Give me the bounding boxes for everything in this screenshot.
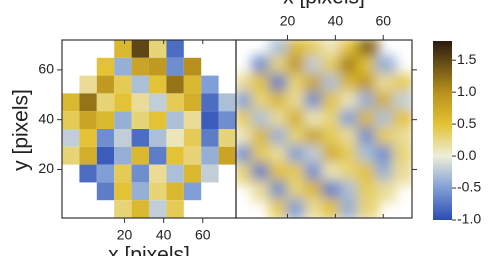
heatmap-cell <box>149 165 166 183</box>
heatmap-cell <box>62 129 79 147</box>
heatmap-cell <box>132 129 149 147</box>
heatmap-cell <box>132 165 149 183</box>
heatmap-cell <box>166 58 183 76</box>
heatmap-cell <box>219 147 236 165</box>
heatmap-cell <box>97 58 114 76</box>
heatmap-cell <box>97 93 114 111</box>
heatmap-cell <box>149 129 166 147</box>
heatmap-cell <box>114 182 131 200</box>
heatmap-cell <box>132 40 149 58</box>
heatmap-cell <box>114 111 131 129</box>
y-tick-label: 20 <box>38 160 54 176</box>
heatmap-cell <box>166 76 183 94</box>
heatmap-cell <box>114 147 131 165</box>
heatmap-cell <box>166 200 183 218</box>
heatmap-cell <box>149 111 166 129</box>
heatmap-cell <box>166 40 183 58</box>
heatmap-cell <box>201 93 218 111</box>
heatmap-cell <box>184 76 201 94</box>
heatmap-cell <box>166 147 183 165</box>
heatmap-cell <box>201 76 218 94</box>
x-tick-label: 60 <box>375 13 391 29</box>
heatmap-cell <box>97 76 114 94</box>
heatmap-cell <box>149 147 166 165</box>
colorbar-tick-label: 0.0 <box>457 147 477 163</box>
heatmap-cell <box>114 200 131 218</box>
x-tick-label: 20 <box>117 227 133 243</box>
heatmap-cell <box>166 182 183 200</box>
heatmap-cell <box>184 165 201 183</box>
heatmap-cell <box>201 147 218 165</box>
colorbar-tick-label: 1.5 <box>457 51 477 67</box>
heatmap-cell <box>166 129 183 147</box>
heatmap-cell <box>149 76 166 94</box>
colorbar-tick-label: 1.0 <box>457 83 477 99</box>
heatmap-cell <box>201 165 218 183</box>
heatmap-cell <box>184 111 201 129</box>
x-tick-label: 60 <box>195 227 211 243</box>
heatmap-cell <box>79 93 96 111</box>
heatmap-cell <box>184 58 201 76</box>
heatmap-cell <box>184 147 201 165</box>
heatmap-cell <box>79 165 96 183</box>
heatmap-cell <box>97 111 114 129</box>
heatmap-cell <box>132 111 149 129</box>
heatmap-cell <box>114 129 131 147</box>
heatmap-cell <box>166 165 183 183</box>
heatmap-cell <box>97 147 114 165</box>
panel-clip <box>234 38 414 220</box>
heatmap-cell <box>97 165 114 183</box>
heatmap-cell <box>97 182 114 200</box>
heatmap-cell <box>114 165 131 183</box>
heatmap-cell <box>97 129 114 147</box>
x-axis-label: x [pixels] <box>283 0 365 9</box>
heatmap-cell <box>201 111 218 129</box>
heatmap-cell <box>184 129 201 147</box>
y-tick-label: 40 <box>38 110 54 126</box>
x-axis-label: x [pixels] <box>108 244 190 256</box>
colorbar-tick-label: -1.0 <box>457 211 481 227</box>
colorbar <box>433 41 452 220</box>
heatmap-cell <box>201 129 218 147</box>
heatmap-cell <box>219 129 236 147</box>
heatmap-cell <box>62 111 79 129</box>
colorbar-tick-label: 0.5 <box>457 115 477 131</box>
x-tick-label: 40 <box>156 227 172 243</box>
x-tick-label: 20 <box>280 13 296 29</box>
heatmap-cell <box>114 76 131 94</box>
heatmap-cell <box>149 200 166 218</box>
heatmap-cell <box>219 93 236 111</box>
heatmap-cell <box>184 182 201 200</box>
heatmap-panel <box>62 40 236 218</box>
heatmap-cell <box>184 93 201 111</box>
heatmap-cell <box>132 93 149 111</box>
heatmap-cell <box>149 93 166 111</box>
heatmap-cell <box>149 58 166 76</box>
heatmap-panel <box>234 38 414 220</box>
heatmap-cell <box>62 93 79 111</box>
heatmap-cell <box>149 182 166 200</box>
heatmap-cell <box>62 147 79 165</box>
heatmap-cell <box>79 111 96 129</box>
heatmap-cell <box>132 182 149 200</box>
heatmap-cell <box>132 147 149 165</box>
heatmap-cell <box>132 58 149 76</box>
heatmap-cell <box>357 198 379 220</box>
heatmap-cell <box>114 58 131 76</box>
heatmap-cell <box>132 76 149 94</box>
heatmap-cell <box>79 129 96 147</box>
heatmap-cell <box>79 76 96 94</box>
heatmap-cell <box>166 93 183 111</box>
heatmap-cell <box>166 111 183 129</box>
y-tick-label: 60 <box>38 61 54 77</box>
heatmap-cell <box>79 147 96 165</box>
heatmap-cell <box>132 200 149 218</box>
heatmap-cell <box>114 40 131 58</box>
x-tick-label: 40 <box>328 13 344 29</box>
colorbar-tick-label: -0.5 <box>457 179 481 195</box>
heatmap-cell <box>219 111 236 129</box>
y-axis-label: y [pixels] <box>10 89 33 171</box>
heatmap-cell <box>114 93 131 111</box>
